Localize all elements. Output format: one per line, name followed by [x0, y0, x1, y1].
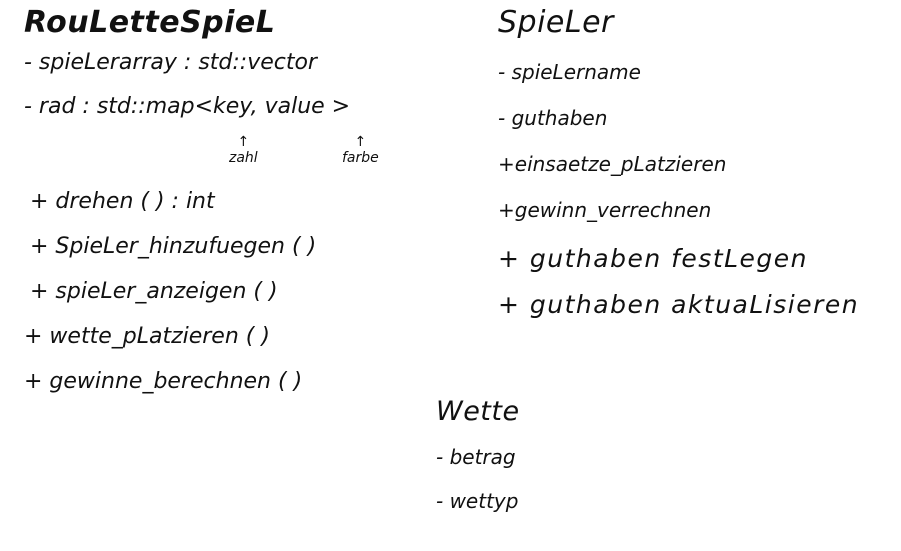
operation-einsaetze-platzieren: +einsaetze_pLatzieren — [498, 152, 727, 176]
operation-wette-platzieren: + wette_pLatzieren ( ) — [24, 324, 270, 349]
annotation-farbe: ↑ farbe — [342, 135, 379, 165]
operation-gewinn-verrechnen: +gewinn_verrechnen — [498, 198, 712, 222]
class-name: RouLetteSpieL — [24, 5, 276, 40]
annotation-label: farbe — [342, 150, 379, 166]
attribute-guthaben: - guthaben — [498, 106, 608, 130]
class-name: SpieLer — [498, 5, 614, 40]
attribute-spielername: - spieLername — [498, 60, 641, 84]
attribute-wettyp: - wettyp — [436, 489, 519, 513]
operation-spieler-hinzufuegen: + SpieLer_hinzufuegen ( ) — [30, 234, 317, 259]
operation-gewinne-berechnen: + gewinne_berechnen ( ) — [24, 369, 303, 394]
operation-guthaben-festlegen: + guthaben festLegen — [498, 244, 809, 273]
class-wette: Wette - betrag - wettyp — [436, 398, 520, 535]
arrow-up-icon: ↑ — [354, 134, 367, 150]
attribute-betrag: - betrag — [436, 445, 516, 469]
class-spieler: SpieLer - spieLername - guthaben +einsae… — [498, 8, 859, 338]
operation-drehen: + drehen ( ) : int — [30, 189, 215, 214]
attribute-rad: - rad : std::map<key, value > — [24, 94, 351, 119]
class-name: Wette — [436, 396, 520, 427]
annotation-label: zahl — [229, 150, 258, 166]
operation-spieler-anzeigen: + spieLer_anzeigen ( ) — [30, 279, 278, 304]
class-roulettespiel: RouLetteSpieL - spieLerarray : std::vect… — [24, 5, 379, 416]
annotation-row: ↑ zahl ↑ farbe — [24, 135, 379, 191]
attribute-spielerarray: - spieLerarray : std::vector — [24, 50, 317, 75]
arrow-up-icon: ↑ — [237, 134, 250, 150]
annotation-zahl: ↑ zahl — [229, 135, 258, 165]
operation-guthaben-aktualisieren: + guthaben aktuaLisieren — [498, 290, 860, 319]
